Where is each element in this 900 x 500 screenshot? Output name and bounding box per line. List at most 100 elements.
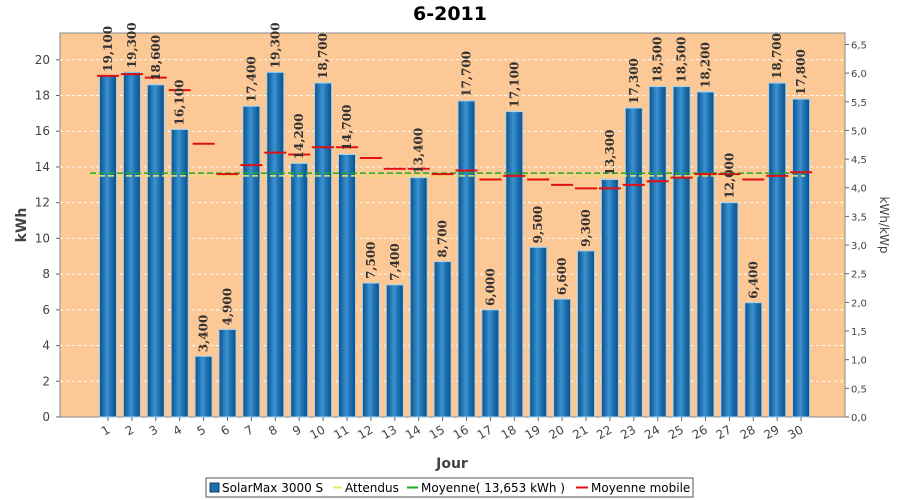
x-axis-title: Jour [435,456,468,472]
y2-tick-label: 6,5 [851,40,867,51]
x-tick-label: 2 [123,422,137,438]
bar [481,309,500,418]
legend-label-solarmax: SolarMax 3000 S [222,481,323,495]
x-tick-label: 24 [642,422,662,442]
data-labels: 19,100 19,300 18,600 16,100 3,400 4,900 17,400… [101,22,808,352]
y2-tick-label: 4,5 [851,155,867,166]
data-label: 18,600 [149,35,163,81]
x-tick-label: 26 [690,422,710,442]
y2-tick-label: 0,5 [851,384,867,395]
legend-label-moyenne-mobile: Moyenne mobile [591,481,690,495]
y-tick-label: 14 [35,160,50,174]
legend-item-solarmax: SolarMax 3000 S [209,481,323,495]
y2-tick-label: 1,5 [851,327,867,338]
data-label: 13,300 [603,130,617,176]
y-axis-title: kWh [14,208,30,243]
bar [194,355,213,418]
y2-tick-label: 3,5 [851,212,867,223]
moving-average [97,73,813,190]
x-tick-label: 14 [403,422,423,442]
x-tick-label: 18 [499,422,519,442]
x-tick-label: 5 [194,422,208,438]
legend-item-moyenne-mobile: Moyenne mobile [576,481,690,495]
data-label: 18,700 [770,33,784,79]
y-axis-left: 0 2 4 6 8 10 12 14 16 18 20 [35,53,60,424]
x-tick-label: 17 [475,422,495,442]
legend-label-moyenne: Moyenne( 13,653 kWh ) [421,481,565,495]
data-label: 9,300 [579,209,593,247]
data-label: 3,400 [197,315,211,353]
data-label: 4,900 [221,288,235,326]
data-label: 14,700 [340,105,354,151]
y-tick-label: 16 [35,124,50,138]
x-tick-label: 30 [785,422,805,442]
bar [266,71,285,418]
bar [600,178,619,418]
legend: SolarMax 3000 S Attendus Moyenne( 13,653… [205,477,694,498]
bar [577,250,595,418]
data-label: 18,500 [651,37,665,83]
data-label: 17,400 [244,56,258,102]
data-label: 19,300 [125,22,139,68]
x-tick-label: 8 [266,422,280,438]
x-tick-label: 12 [355,422,375,442]
data-label: 7,400 [388,243,402,281]
x-tick-label: 3 [147,422,161,438]
bar [122,71,141,418]
bar [505,111,524,418]
data-label: 19,100 [101,26,115,72]
data-label: 18,500 [675,37,689,83]
x-tick-label: 15 [427,422,447,442]
data-label: 6,400 [746,261,760,299]
x-tick-label: 10 [307,422,327,442]
y2-tick-label: 6,0 [851,69,867,80]
data-label: 7,500 [364,241,378,279]
bar [290,162,309,418]
x-tick-label: 22 [594,422,614,442]
data-label: 18,200 [699,42,713,88]
data-label: 13,400 [412,128,426,174]
bar [338,153,356,418]
data-label: 17,700 [460,51,474,97]
legend-item-moyenne: Moyenne( 13,653 kWh ) [407,481,565,495]
y-tick-label: 18 [35,89,50,103]
legend-box [205,477,694,498]
bar [242,105,261,418]
y2-tick-label: 2,5 [851,270,867,281]
y-tick-label: 12 [35,196,50,210]
y2-axis-title: kWh/kWp [877,197,891,254]
bar [99,75,117,418]
x-tick-label: 9 [290,422,304,438]
bar [385,284,404,418]
bar [792,98,811,418]
y-tick-label: 10 [35,231,50,245]
legend-item-attendus: Attendus [333,481,399,495]
data-label: 19,300 [268,22,282,68]
x-tick-label: 1 [99,422,113,438]
y2-tick-label: 4,0 [851,184,867,195]
x-tick-label: 16 [451,422,471,442]
chart-title: 6-2011 [413,3,487,25]
bar [648,86,667,418]
y2-tick-label: 0,0 [851,413,867,424]
data-label: 12,000 [722,153,736,199]
legend-swatch-bar [209,482,220,493]
data-label: 14,200 [292,113,306,159]
legend-label-attendus: Attendus [345,481,399,495]
bar [744,302,763,418]
y2-tick-label: 1,0 [851,356,867,367]
x-tick-label: 4 [171,422,185,438]
data-label: 17,100 [507,62,521,108]
bar [768,82,787,418]
y-axis-right: 0,0 0,5 1,0 1,5 2,0 2,5 3,0 3,5 4,0 4,5 5,0 5,5 6,0 6… [845,40,867,424]
x-tick-label: 27 [714,422,734,442]
data-label: 18,700 [316,33,330,79]
bar [146,84,165,418]
y2-tick-label: 3,0 [851,241,867,252]
y2-tick-label: 5,0 [851,126,867,137]
y-tick-label: 20 [35,53,50,67]
data-label: 6,600 [555,258,569,296]
bar [696,91,715,418]
x-tick-label: 7 [242,422,256,438]
bar [720,202,739,418]
